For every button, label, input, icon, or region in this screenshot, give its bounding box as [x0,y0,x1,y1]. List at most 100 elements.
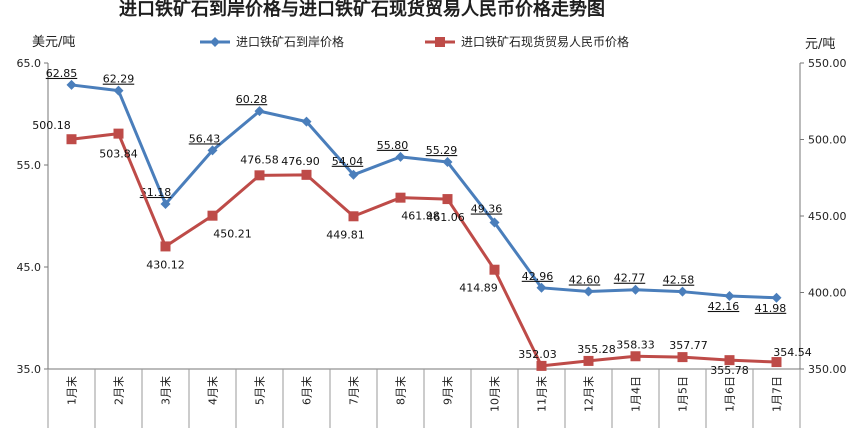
rmb-price-label: 354.54 [773,346,812,359]
usd-price-marker [489,217,500,228]
usd-price-marker [442,157,453,168]
category-label: 1月末 [65,376,79,405]
usd-price-marker [630,284,641,295]
legend-square-icon [435,37,445,47]
category-label: 12月末 [582,376,596,412]
left-tick-label: 35.0 [17,363,42,376]
usd-price-line [71,83,777,300]
rmb-price-marker [442,194,453,205]
rmb-price-marker [489,264,500,275]
usd-price-label: 42.60 [569,273,601,286]
legend-label: 进口铁矿石现货贸易人民币价格 [461,34,629,49]
usd-price-label: 51.18 [140,186,172,199]
usd-price-label: 55.29 [426,144,458,157]
right-tick-label: 350.00 [808,363,847,376]
usd-price-marker [395,151,406,162]
rmb-price-marker [630,351,641,362]
usd-price-marker [536,282,547,293]
rmb-price-label: 476.90 [281,155,320,168]
rmb-price-label: 449.81 [326,228,365,241]
usd-price-marker [677,286,688,297]
rmb-price-marker [160,241,171,252]
usd-price-marker [254,106,265,117]
category-label: 3月末 [159,376,173,405]
usd-price-label: 62.29 [103,73,135,86]
axes: 35.0 45.0 55.0 65.0 350.00 400.00 450.00 500.00… [17,57,847,428]
rmb-price-label: 355.28 [577,343,616,356]
category-label: 1月5日 [677,376,690,412]
category-label: 6月末 [300,376,314,405]
right-tick-label: 400.00 [808,287,847,300]
left-tick-label: 65.0 [17,57,42,70]
usd-price-marker [771,292,782,303]
rmb-price-marker [395,192,406,203]
rmb-price-label: 355.78 [710,364,749,377]
rmb-price-marker [677,352,688,363]
rmb-price-label: 414.89 [459,282,498,295]
right-tick-label: 450.00 [808,210,847,223]
usd-price-label: 62.85 [46,67,78,80]
usd-price-marker [301,116,312,127]
usd-price-marker [724,290,735,301]
rmb-price-marker [301,169,312,180]
usd-price-label: 41.98 [755,302,787,315]
usd-price-marker [207,145,218,156]
category-label: 7月末 [347,376,361,405]
usd-price-marker [348,169,359,180]
right-tick-label: 550.00 [808,57,847,70]
category-label: 11月末 [535,376,549,412]
category-label: 10月末 [488,376,502,412]
rmb-price-marker [724,355,735,366]
rmb-price-marker [66,134,77,145]
rmb-price-marker [254,170,265,181]
category-label: 2月末 [112,376,126,405]
rmb-price-label: 358.33 [616,338,655,351]
category-label: 4月末 [206,376,220,405]
usd-price-label: 54.04 [332,155,364,168]
chart-title: 进口铁矿石到岸价格与进口铁矿石现货贸易人民币价格走势图 [119,0,605,20]
rmb-price-marker [113,128,124,139]
rmb-price-marker [771,357,782,368]
usd-price-label: 49.36 [471,203,503,216]
usd-price-marker [66,79,77,90]
rmb-price-marker [348,211,359,222]
category-label: 9月末 [441,376,455,405]
category-label: 1月6日 [724,376,737,412]
usd-price-label: 42.16 [708,300,740,313]
right-tick-label: 500.00 [808,134,847,147]
usd-price-label: 55.80 [377,139,409,152]
rmb-price-marker [536,360,547,371]
rmb-price-label: 430.12 [146,258,185,271]
left-axis-unit: 美元/吨 [32,35,75,50]
category-label: 1月4日 [630,376,643,412]
rmb-price-label: 461.98 [401,210,440,223]
usd-price-label: 42.77 [614,272,646,285]
rmb-price-label: 461.06 [426,211,465,224]
rmb-price-marker [583,355,594,366]
rmb-price-line [71,132,777,368]
legend-diamond-icon [210,37,220,47]
category-label: 8月末 [394,376,408,405]
usd-price-label: 60.28 [236,93,268,106]
rmb-price-marker [207,210,218,221]
rmb-price-label: 357.77 [669,339,708,352]
right-axis-unit: 元/吨 [805,37,835,52]
usd-price-label: 56.43 [189,132,221,145]
usd-price-marker [583,286,594,297]
legend-label: 进口铁矿石到岸价格 [236,34,344,49]
rmb-price-label: 500.18 [32,119,71,132]
usd-price-label: 42.58 [663,274,695,287]
usd-price-marker [160,198,171,209]
rmb-price-label: 476.58 [240,153,279,166]
rmb-price-label: 503.84 [99,148,138,161]
left-tick-label: 45.0 [17,261,42,274]
usd-price-label: 42.96 [522,270,554,283]
plot-area: 62.85 62.29 51.18 56.43 60.28 54.04 55.80 55.29… [32,67,812,377]
category-label: 1月7日 [771,376,784,412]
category-label: 5月末 [253,376,267,405]
left-tick-label: 55.0 [17,159,42,172]
legend: 进口铁矿石到岸价格 进口铁矿石现货贸易人民币价格 [200,34,629,49]
usd-price-marker [113,85,124,96]
rmb-price-label: 352.03 [518,348,557,361]
